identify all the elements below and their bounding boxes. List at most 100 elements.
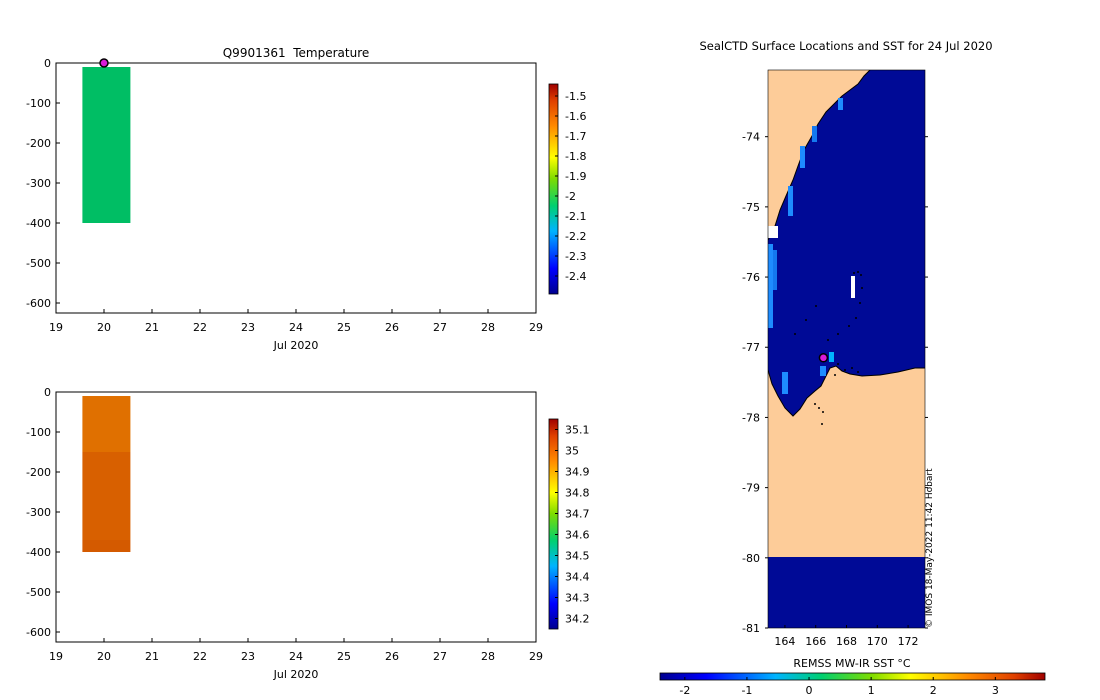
colorbar-tick-label: 34.6 — [565, 529, 590, 542]
x-tick-label: 23 — [241, 650, 255, 663]
x-tick-label: 29 — [529, 650, 543, 663]
x-tick-label: 28 — [481, 650, 495, 663]
profile-cell — [82, 452, 131, 540]
lon-tick-label: 168 — [836, 635, 857, 648]
profile-cell — [82, 396, 131, 452]
x-tick-label: 19 — [49, 650, 63, 663]
x-tick-label: 27 — [433, 321, 447, 334]
colorbar-tick-label: -1.6 — [565, 110, 586, 123]
map-coastal-cells — [768, 98, 855, 394]
x-tick-label: 26 — [385, 321, 399, 334]
y-tick-label: -400 — [26, 546, 51, 559]
colorbar-tick-label: 35 — [565, 445, 579, 458]
lon-tick-label: 172 — [898, 635, 919, 648]
colorbar-tick-label: -2.4 — [565, 270, 586, 283]
sst-colorbar — [659, 672, 1046, 681]
sst-colorbar-tick-label: -2 — [679, 684, 690, 697]
salinity-y-ticks: 0 -100 -200 -300 -400 -500 -600 — [26, 386, 60, 639]
x-tick-label: 21 — [145, 650, 159, 663]
temperature-panel: Q9901361 Temperature 0 -100 -200 -300 -400 -5… — [26, 46, 586, 352]
sst-colorbar-ticks: -2 -1 0 1 2 3 — [679, 677, 999, 697]
x-tick-label: 20 — [97, 321, 111, 334]
x-tick-label: 22 — [193, 321, 207, 334]
y-tick-label: -100 — [26, 426, 51, 439]
temperature-cells — [82, 67, 131, 223]
y-tick-label: -300 — [26, 506, 51, 519]
lon-tick-label: 164 — [774, 635, 795, 648]
sst-colorbar-tick-label: -1 — [741, 684, 752, 697]
lat-tick-label: -81 — [742, 622, 760, 635]
x-tick-label: 27 — [433, 650, 447, 663]
sst-map-panel: SealCTD Surface Locations and SST for 24… — [659, 39, 1046, 697]
salinity-xlabel: Jul 2020 — [273, 668, 319, 681]
x-tick-label: 22 — [193, 650, 207, 663]
y-tick-label: -300 — [26, 177, 51, 190]
temperature-colorbar-ticks: -1.5 -1.6 -1.7 -1.8 -1.9 -2 -2.1 -2.2 -2.3 -2.4 — [555, 90, 586, 283]
map-lon-ticks: 164 166 168 170 172 — [774, 625, 919, 648]
colorbar-tick-label: -2.3 — [565, 250, 586, 263]
seal-marker — [818, 353, 829, 363]
temperature-xlabel: Jul 2020 — [273, 339, 319, 352]
y-tick-label: -200 — [26, 137, 51, 150]
lat-tick-label: -80 — [742, 552, 760, 565]
profile-cell — [82, 67, 131, 223]
x-tick-label: 24 — [289, 321, 303, 334]
y-tick-label: -400 — [26, 217, 51, 230]
colorbar-tick-label: -2 — [565, 190, 576, 203]
y-tick-label: -200 — [26, 466, 51, 479]
temperature-x-ticks: 19 20 21 22 23 24 25 26 27 28 29 — [49, 309, 543, 334]
x-tick-label: 19 — [49, 321, 63, 334]
sst-colorbar-tick-label: 2 — [930, 684, 937, 697]
temperature-title: Q9901361 Temperature — [223, 46, 370, 60]
colorbar-tick-label: -1.8 — [565, 150, 586, 163]
x-tick-label: 26 — [385, 650, 399, 663]
salinity-colorbar — [548, 418, 559, 630]
x-tick-label: 24 — [289, 650, 303, 663]
colorbar-tick-label: 34.9 — [565, 466, 590, 479]
x-tick-label: 25 — [337, 321, 351, 334]
y-tick-label: -600 — [26, 297, 51, 310]
colorbar-tick-label: 34.2 — [565, 613, 590, 626]
y-tick-label: -500 — [26, 586, 51, 599]
x-tick-label: 20 — [97, 650, 111, 663]
salinity-colorbar-ticks: 35.1 35 34.9 34.8 34.7 34.6 34.5 34.4 34.3 34.2 — [555, 424, 590, 626]
y-tick-label: -500 — [26, 257, 51, 270]
map-seal-location-marker — [818, 353, 829, 363]
y-tick-label: 0 — [44, 57, 51, 70]
map-lat-ticks: -74 -75 -76 -77 -78 -79 -80 -81 — [742, 131, 928, 635]
x-tick-label: 25 — [337, 650, 351, 663]
map-ross-island-dots — [794, 271, 863, 425]
lat-tick-label: -75 — [742, 201, 760, 214]
y-tick-label: 0 — [44, 386, 51, 399]
colorbar-tick-label: 35.1 — [565, 424, 590, 437]
lon-tick-label: 166 — [805, 635, 826, 648]
map-sea-ice-area — [768, 70, 925, 416]
colorbar-tick-label: -1.7 — [565, 130, 586, 143]
salinity-x-ticks: 19 20 21 22 23 24 25 26 27 28 29 — [49, 638, 543, 663]
lat-tick-label: -78 — [742, 411, 760, 424]
sst-colorbar-tick-label: 3 — [992, 684, 999, 697]
temperature-y-ticks: 0 -100 -200 -300 -400 -500 -600 — [26, 57, 60, 310]
sst-colorbar-tick-label: 1 — [868, 684, 875, 697]
lat-tick-label: -77 — [742, 341, 760, 354]
colorbar-tick-label: -1.9 — [565, 170, 586, 183]
colorbar-tick-label: -2.1 — [565, 210, 586, 223]
colorbar-tick-label: -2.2 — [565, 230, 586, 243]
y-tick-label: -600 — [26, 626, 51, 639]
colorbar-tick-label: -1.5 — [565, 90, 586, 103]
map-body — [768, 70, 925, 628]
x-tick-label: 23 — [241, 321, 255, 334]
colorbar-tick-label: 34.5 — [565, 550, 590, 563]
x-tick-label: 29 — [529, 321, 543, 334]
colorbar-tick-label: 34.7 — [565, 508, 590, 521]
x-tick-label: 21 — [145, 321, 159, 334]
profile-cell — [82, 540, 131, 552]
sst-colorbar-label: REMSS MW-IR SST °C — [793, 657, 911, 670]
x-tick-label: 28 — [481, 321, 495, 334]
salinity-cells — [82, 396, 131, 552]
map-credit: © IMOS 18-May-2022 11:42 Hobart — [925, 468, 935, 628]
profile-marker — [99, 58, 109, 68]
temperature-colorbar — [548, 83, 559, 295]
map-southern-ocean-band — [768, 557, 925, 628]
